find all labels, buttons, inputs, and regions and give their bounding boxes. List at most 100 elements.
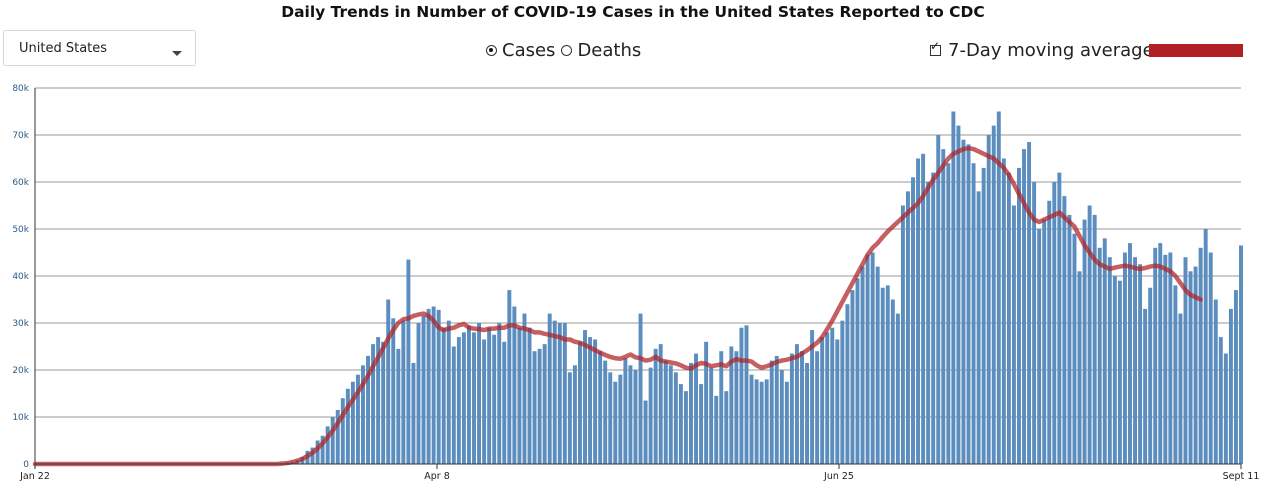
case-bar xyxy=(1188,271,1193,464)
case-bar xyxy=(436,309,441,464)
case-bar xyxy=(325,426,330,464)
case-bar xyxy=(810,330,815,464)
case-bar xyxy=(1143,308,1148,464)
case-bar xyxy=(527,327,532,464)
case-bar xyxy=(487,327,492,464)
cases-radio[interactable]: Cases xyxy=(486,40,555,61)
case-bar xyxy=(1027,142,1032,465)
case-bar xyxy=(441,327,446,464)
case-bar xyxy=(532,351,537,464)
y-tick-label: 30k xyxy=(12,319,29,329)
case-bar xyxy=(966,144,971,464)
case-bar xyxy=(926,182,931,464)
case-bar xyxy=(986,135,991,464)
moving-average-toggle[interactable]: ✓ 7-Day moving average xyxy=(930,40,1154,61)
y-tick-label: 60k xyxy=(12,178,29,188)
case-bar xyxy=(900,205,905,464)
case-bar xyxy=(472,332,476,464)
case-bar xyxy=(431,306,436,464)
case-bar xyxy=(537,348,542,464)
case-bar xyxy=(1022,149,1026,464)
case-bar xyxy=(815,351,820,464)
case-bar xyxy=(593,339,598,464)
case-bar xyxy=(784,381,789,464)
case-bar xyxy=(350,381,355,464)
case-bar xyxy=(905,191,910,464)
case-bar xyxy=(729,346,734,464)
y-tick-label: 80k xyxy=(12,84,29,94)
case-bar xyxy=(1077,271,1082,464)
case-bar xyxy=(1158,243,1163,464)
case-bar xyxy=(572,365,577,464)
case-bar xyxy=(709,367,714,464)
case-bar xyxy=(482,339,487,464)
case-bar xyxy=(1138,264,1143,464)
case-bar xyxy=(744,325,749,464)
case-bar xyxy=(1097,247,1102,464)
chart-area: 0 10k 20k 30k 40k 50k 60k 70k 80k Jan 22 Apr 8 Jun … xyxy=(12,84,1259,482)
case-bar xyxy=(880,287,885,464)
location-dropdown[interactable]: United States xyxy=(3,30,196,66)
case-bar xyxy=(396,348,401,464)
case-bar xyxy=(502,341,507,464)
x-tick-label: Jun 25 xyxy=(823,471,854,482)
case-bar xyxy=(1178,313,1183,464)
case-bar xyxy=(956,125,961,464)
case-bar xyxy=(1153,247,1158,464)
case-bar xyxy=(648,367,653,464)
checkbox-icon[interactable]: ✓ xyxy=(930,40,941,56)
case-bar xyxy=(588,337,593,464)
case-bar xyxy=(734,351,739,464)
case-bar xyxy=(1213,299,1218,464)
case-bar xyxy=(754,379,759,464)
case-bar xyxy=(1067,214,1072,464)
case-bar xyxy=(1163,254,1168,464)
chevron-down-icon xyxy=(172,51,182,56)
case-bar xyxy=(643,400,648,464)
case-bar xyxy=(406,259,411,464)
y-tick-label: 0 xyxy=(23,460,29,470)
case-bar xyxy=(461,332,466,464)
case-bar xyxy=(794,344,799,464)
case-bar xyxy=(789,353,794,464)
moving-average-label: 7-Day moving average xyxy=(948,40,1154,61)
case-bar xyxy=(507,290,512,464)
radio-selected-icon xyxy=(486,45,497,56)
case-bar xyxy=(820,337,825,464)
case-bar xyxy=(1112,276,1117,464)
case-bar xyxy=(870,252,875,464)
case-bar xyxy=(517,327,522,464)
metric-toggle: Cases Deaths xyxy=(486,40,641,61)
case-bar xyxy=(401,320,406,464)
case-bar xyxy=(774,355,779,464)
case-bar xyxy=(1057,172,1062,464)
case-bar xyxy=(638,313,643,464)
y-tick-label: 20k xyxy=(12,366,29,376)
case-bar xyxy=(381,341,386,464)
case-bar xyxy=(371,344,376,464)
case-bar xyxy=(885,285,890,464)
case-bar xyxy=(1037,229,1042,464)
case-bar xyxy=(1072,233,1077,464)
case-bar xyxy=(1208,252,1213,464)
case-bar xyxy=(658,344,663,464)
case-bar xyxy=(613,381,618,464)
case-bar xyxy=(562,323,567,464)
case-bar xyxy=(668,365,673,464)
y-tick-label: 50k xyxy=(12,225,29,235)
case-bar xyxy=(875,266,880,464)
case-bar xyxy=(678,384,683,464)
case-bar xyxy=(759,381,764,464)
case-bar xyxy=(1148,287,1153,464)
case-bar xyxy=(805,362,810,464)
case-bar xyxy=(1032,182,1037,464)
case-bar xyxy=(1082,219,1087,464)
y-tick-label: 10k xyxy=(12,413,29,423)
case-bar xyxy=(976,191,981,464)
case-bar xyxy=(376,337,381,464)
case-bar xyxy=(315,440,320,464)
case-bar xyxy=(567,372,572,464)
case-bar xyxy=(714,395,719,464)
deaths-radio[interactable]: Deaths xyxy=(561,40,641,61)
case-bar xyxy=(825,332,830,464)
